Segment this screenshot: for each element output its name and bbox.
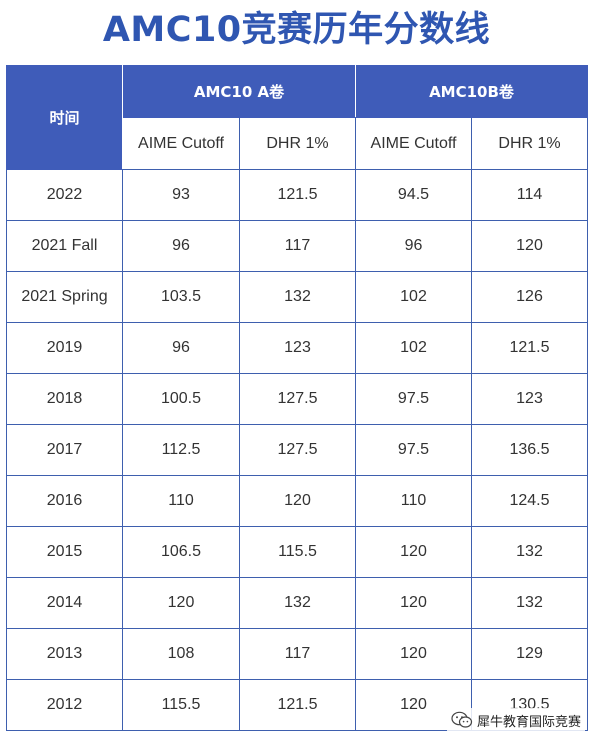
a-dhr-cell: 115.5 [239,526,356,578]
table-row: 2013 108 117 120 129 [6,628,589,680]
year-cell: 2021 Spring [6,271,123,323]
year-cell: 2016 [6,475,123,527]
a-aime-cell: 108 [122,628,240,680]
a-dhr-cell: 127.5 [239,373,356,425]
b-aime-cell: 120 [355,577,472,629]
b-dhr-cell: 124.5 [470,475,589,527]
year-cell: 2015 [6,526,123,578]
a-aime-cell: 110 [122,475,240,527]
table-row: 2021 Spring 103.5 132 102 126 [6,271,589,323]
time-header: 时间 [6,65,123,170]
b-dhr-cell: 123 [470,373,589,425]
year-cell: 2018 [6,373,123,425]
year-cell: 2017 [6,424,123,476]
a-aime-cell: 96 [122,322,240,374]
table-row: 2014 120 132 120 132 [6,577,589,629]
a-dhr-cell: 117 [239,220,356,272]
year-cell: 2013 [6,628,123,680]
table-row: 2022 93 121.5 94.5 114 [6,169,589,221]
a-aime-cell: 100.5 [122,373,240,425]
b-dhr-cell: 136.5 [470,424,589,476]
b-aime-cell: 102 [355,271,472,323]
a-dhr-cell: 132 [239,577,356,629]
a-dhr-cell: 117 [239,628,356,680]
a-aime-cutoff-header: AIME Cutoff [122,117,240,170]
wechat-icon [451,711,473,729]
a-dhr-cell: 121.5 [239,679,356,731]
watermark-text: 犀牛教育国际竞赛 [476,714,581,730]
b-aime-cell: 102 [355,322,472,374]
b-dhr-header: DHR 1% [470,117,589,170]
table-row: 2018 100.5 127.5 97.5 123 [6,373,589,425]
b-aime-cutoff-header: AIME Cutoff [355,117,472,170]
group-b-header: AMC10B卷 [354,65,589,118]
a-aime-cell: 115.5 [122,679,240,731]
b-aime-cell: 96 [355,220,472,272]
b-aime-cell: 120 [355,526,472,578]
year-cell: 2021 Fall [6,220,123,272]
b-aime-cell: 120 [355,679,472,731]
b-aime-cell: 110 [355,475,472,527]
table-row: 2019 96 123 102 121.5 [6,322,589,374]
a-aime-cell: 103.5 [122,271,240,323]
a-dhr-cell: 132 [239,271,356,323]
a-aime-cell: 120 [122,577,240,629]
b-aime-cell: 97.5 [355,373,472,425]
b-dhr-cell: 120 [470,220,589,272]
b-aime-cell: 94.5 [355,169,472,221]
table-row: 2017 112.5 127.5 97.5 136.5 [6,424,589,476]
a-aime-cell: 96 [122,220,240,272]
year-cell: 2012 [6,679,123,731]
b-dhr-cell: 114 [470,169,589,221]
cutoff-table: 时间 AMC10 A卷 AMC10B卷 AIME Cutoff DHR 1% A… [6,65,589,731]
page-title: AMC10竞赛历年分数线 [102,10,491,50]
group-a-header: AMC10 A卷 [122,65,356,118]
a-dhr-header: DHR 1% [239,117,356,170]
b-aime-cell: 97.5 [355,424,472,476]
b-dhr-cell: 121.5 [470,322,589,374]
b-dhr-cell: 126 [470,271,589,323]
table-row: 2015 106.5 115.5 120 132 [6,526,589,578]
a-dhr-cell: 123 [239,322,356,374]
year-cell: 2019 [6,322,123,374]
year-cell: 2022 [6,169,123,221]
b-dhr-cell: 129 [470,628,589,680]
a-dhr-cell: 121.5 [239,169,356,221]
b-aime-cell: 120 [355,628,472,680]
table-row: 2016 110 120 110 124.5 [6,475,589,527]
a-aime-cell: 106.5 [122,526,240,578]
watermark: 犀牛教育国际竞赛 [446,708,585,732]
a-aime-cell: 112.5 [122,424,240,476]
a-dhr-cell: 120 [239,475,356,527]
year-cell: 2014 [6,577,123,629]
table-row: 2021 Fall 96 117 96 120 [6,220,589,272]
b-dhr-cell: 132 [470,526,589,578]
b-dhr-cell: 132 [470,577,589,629]
a-dhr-cell: 127.5 [239,424,356,476]
a-aime-cell: 93 [122,169,240,221]
